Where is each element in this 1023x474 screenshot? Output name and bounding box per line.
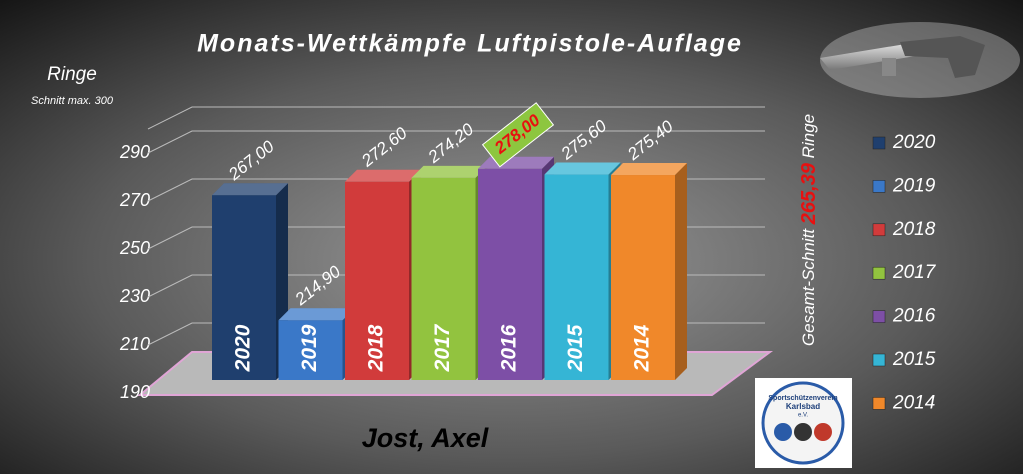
bar (611, 175, 675, 380)
bar-top-shade (278, 308, 355, 321)
bar-category-label: 2020 (232, 324, 255, 372)
bar-category-label: 2015 (564, 324, 587, 372)
bar (478, 168, 542, 380)
bar-top (345, 169, 421, 182)
highlight-box (481, 102, 555, 168)
y-tick-label: 250 (119, 238, 150, 258)
grid-line (147, 130, 765, 154)
bar-side (675, 163, 687, 380)
shooter-name: Jost, Axel (362, 423, 489, 453)
bar (345, 181, 409, 380)
bar-top-shade (212, 183, 288, 196)
legend-label: 2019 (892, 175, 936, 196)
bar-top (212, 183, 288, 196)
legend-label: 2015 (892, 349, 936, 370)
bar-side-shade (675, 163, 687, 380)
average-label: Gesamt-Schnitt (799, 228, 818, 346)
bar-top (278, 308, 355, 321)
bar-category-label: 2019 (298, 324, 321, 372)
bar-top-shade (411, 165, 488, 178)
y-tick-label: 210 (119, 334, 150, 354)
legend-label: 2016 (892, 306, 936, 327)
y-tick-label: 190 (120, 382, 150, 402)
bar-top-shade (345, 169, 421, 182)
bar-top-shade (478, 156, 554, 169)
legend-label: 2018 (892, 219, 936, 240)
logo-text: Karlsbad (786, 402, 820, 411)
bar (411, 177, 476, 380)
chart-title: Monats-Wettkämpfe Luftpistole-Auflage (197, 30, 743, 58)
y-tick-label: 270 (119, 190, 150, 210)
bar-top-shade (611, 163, 687, 176)
average-note: Gesamt-Schnitt 265,39 Ringe (798, 114, 820, 346)
bar-top-shade (544, 162, 621, 175)
y-axis-sublabel: Schnitt max. 300 (31, 95, 114, 107)
legend-swatch (872, 136, 886, 150)
legend-swatch (872, 353, 886, 367)
y-tick-label: 290 (119, 142, 150, 162)
legend-label: 2017 (892, 262, 937, 283)
bar-top (544, 162, 621, 175)
logo: Sportschützenverein Karlsbad e.V. (755, 378, 852, 468)
average-unit: Ringe (799, 114, 818, 158)
highlight: 278,00 (481, 102, 555, 168)
logo-text: e.V. (798, 413, 808, 419)
bar-category-label: 2017 (431, 323, 454, 372)
legend-swatch (872, 397, 886, 410)
bar (278, 320, 343, 380)
grid-line (147, 106, 765, 130)
bar (212, 195, 276, 380)
logo-text: Sportschützenverein (768, 395, 837, 402)
bar-category-label: 2016 (498, 324, 521, 372)
pistol-image (820, 22, 1020, 98)
legend-label: 2014 (892, 392, 935, 413)
legend-swatch (872, 310, 886, 323)
y-axis-label: Ringe (47, 64, 97, 85)
bar (544, 174, 609, 380)
legend-swatch (872, 180, 886, 193)
bar-top (411, 165, 488, 178)
bar-category-label: 2014 (631, 324, 654, 372)
legend-label: 2020 (892, 132, 936, 153)
legend-swatch (872, 223, 886, 237)
bar-top (611, 163, 687, 176)
y-tick-label: 230 (119, 286, 150, 306)
legend-swatch (872, 266, 886, 280)
bar-category-label: 2018 (365, 324, 388, 372)
average-value: 265,39 (798, 162, 820, 225)
